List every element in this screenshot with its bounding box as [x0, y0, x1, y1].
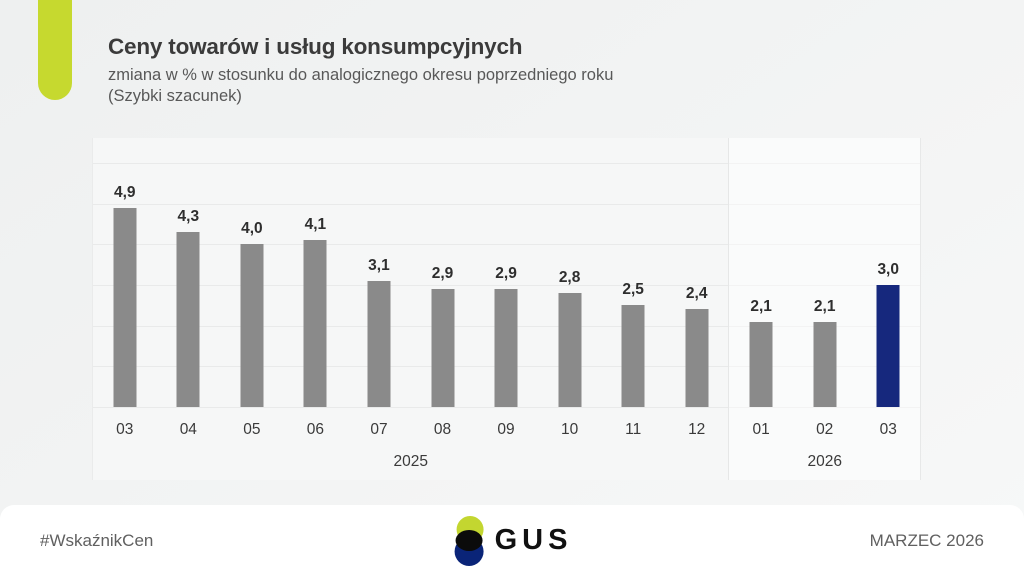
hashtag-label: #WskaźnikCen — [40, 530, 154, 550]
bar — [176, 232, 200, 407]
header: Ceny towarów i usług konsumpcyjnych zmia… — [108, 34, 613, 106]
page-title: Ceny towarów i usług konsumpcyjnych — [108, 34, 523, 59]
bar-value-label: 2,1 — [813, 297, 836, 315]
bar — [367, 280, 391, 407]
bar-column: 2,1 02 — [793, 138, 857, 480]
bar-value-label: 2,8 — [558, 269, 581, 287]
x-axis-tick-label: 02 — [816, 421, 834, 438]
bar-value-label: 2,1 — [750, 297, 772, 315]
bar — [431, 289, 454, 407]
chart-plot-area: 4,9 03 4,3 04 4,0 05 4,1 06 3,1 07 2,9 08 2,9 09 2,8 10… — [93, 138, 920, 480]
bar-column: 3,0 03 — [856, 138, 920, 480]
bar — [749, 321, 773, 407]
bar-value-label: 4,0 — [241, 220, 263, 238]
bar-chart: 4,9 03 4,3 04 4,0 05 4,1 06 3,1 07 2,9 08 2,9 09 2,8 10… — [92, 138, 921, 480]
bar-column: 4,3 04 — [157, 138, 221, 480]
bar-column: 2,9 09 — [474, 138, 538, 480]
x-axis-tick-label: 07 — [370, 421, 388, 438]
bar-column: 3,1 07 — [347, 138, 411, 480]
gus-logo-text: GUS — [494, 524, 573, 556]
bar-column: 4,0 05 — [220, 138, 284, 480]
x-axis-tick-label: 09 — [497, 421, 515, 438]
bar — [813, 321, 837, 407]
bar-value-label: 2,9 — [495, 265, 517, 283]
footer: #WskaźnikCen GUS MARZEC 2026 — [0, 505, 1024, 576]
bar-value-label: 4,9 — [113, 183, 136, 201]
bar — [303, 240, 327, 407]
x-axis-tick-label: 05 — [243, 421, 261, 438]
bar — [494, 289, 518, 407]
bar-value-label: 4,1 — [304, 216, 327, 234]
x-axis-tick-label: 10 — [560, 421, 579, 438]
bar — [113, 207, 137, 407]
x-axis-tick-label: 03 — [879, 421, 897, 438]
x-axis-year-label: 2025 — [393, 453, 428, 470]
x-axis-tick-label: 04 — [179, 421, 197, 438]
x-axis-tick-label: 06 — [306, 421, 325, 438]
bar-column: 2,1 01 — [729, 138, 793, 480]
bar-column: 2,5 11 — [601, 138, 665, 480]
bar — [558, 293, 582, 407]
x-axis-tick-label: 12 — [688, 421, 706, 438]
bar — [240, 244, 264, 407]
bar-column: 2,8 10 — [538, 138, 602, 480]
gus-logo-icon — [452, 515, 488, 567]
report-date: MARZEC 2026 — [869, 530, 984, 550]
bar-value-label: 2,9 — [431, 265, 454, 283]
bar-value-label: 4,3 — [177, 208, 200, 226]
bar-highlight — [876, 285, 900, 407]
x-axis-tick-label: 11 — [625, 421, 642, 438]
bar-column: 4,1 06 — [284, 138, 348, 480]
x-axis-tick-label: 03 — [116, 421, 134, 438]
bar-value-label: 2,4 — [685, 285, 708, 303]
x-axis-tick-label: 01 — [752, 421, 770, 438]
chart-note: (Szybki szacunek) — [108, 86, 242, 105]
bar-column: 2,4 12 — [665, 138, 729, 480]
gus-logo: GUS — [452, 515, 573, 567]
bar-value-label: 3,1 — [368, 256, 390, 274]
bar-column: 4,9 03 — [93, 138, 157, 480]
bar — [685, 309, 709, 407]
x-axis-tick-label: 08 — [433, 421, 452, 438]
bar — [621, 305, 645, 407]
chart-subtitle: zmiana w % w stosunku do analogicznego o… — [108, 66, 614, 84]
accent-pill — [38, 0, 72, 100]
x-axis-year-label: 2026 — [807, 453, 842, 470]
bar-column: 2,9 08 — [411, 138, 475, 480]
logo-black-circle — [455, 529, 483, 551]
bar-value-label: 2,5 — [622, 281, 644, 299]
bar-value-label: 3,0 — [877, 261, 899, 278]
